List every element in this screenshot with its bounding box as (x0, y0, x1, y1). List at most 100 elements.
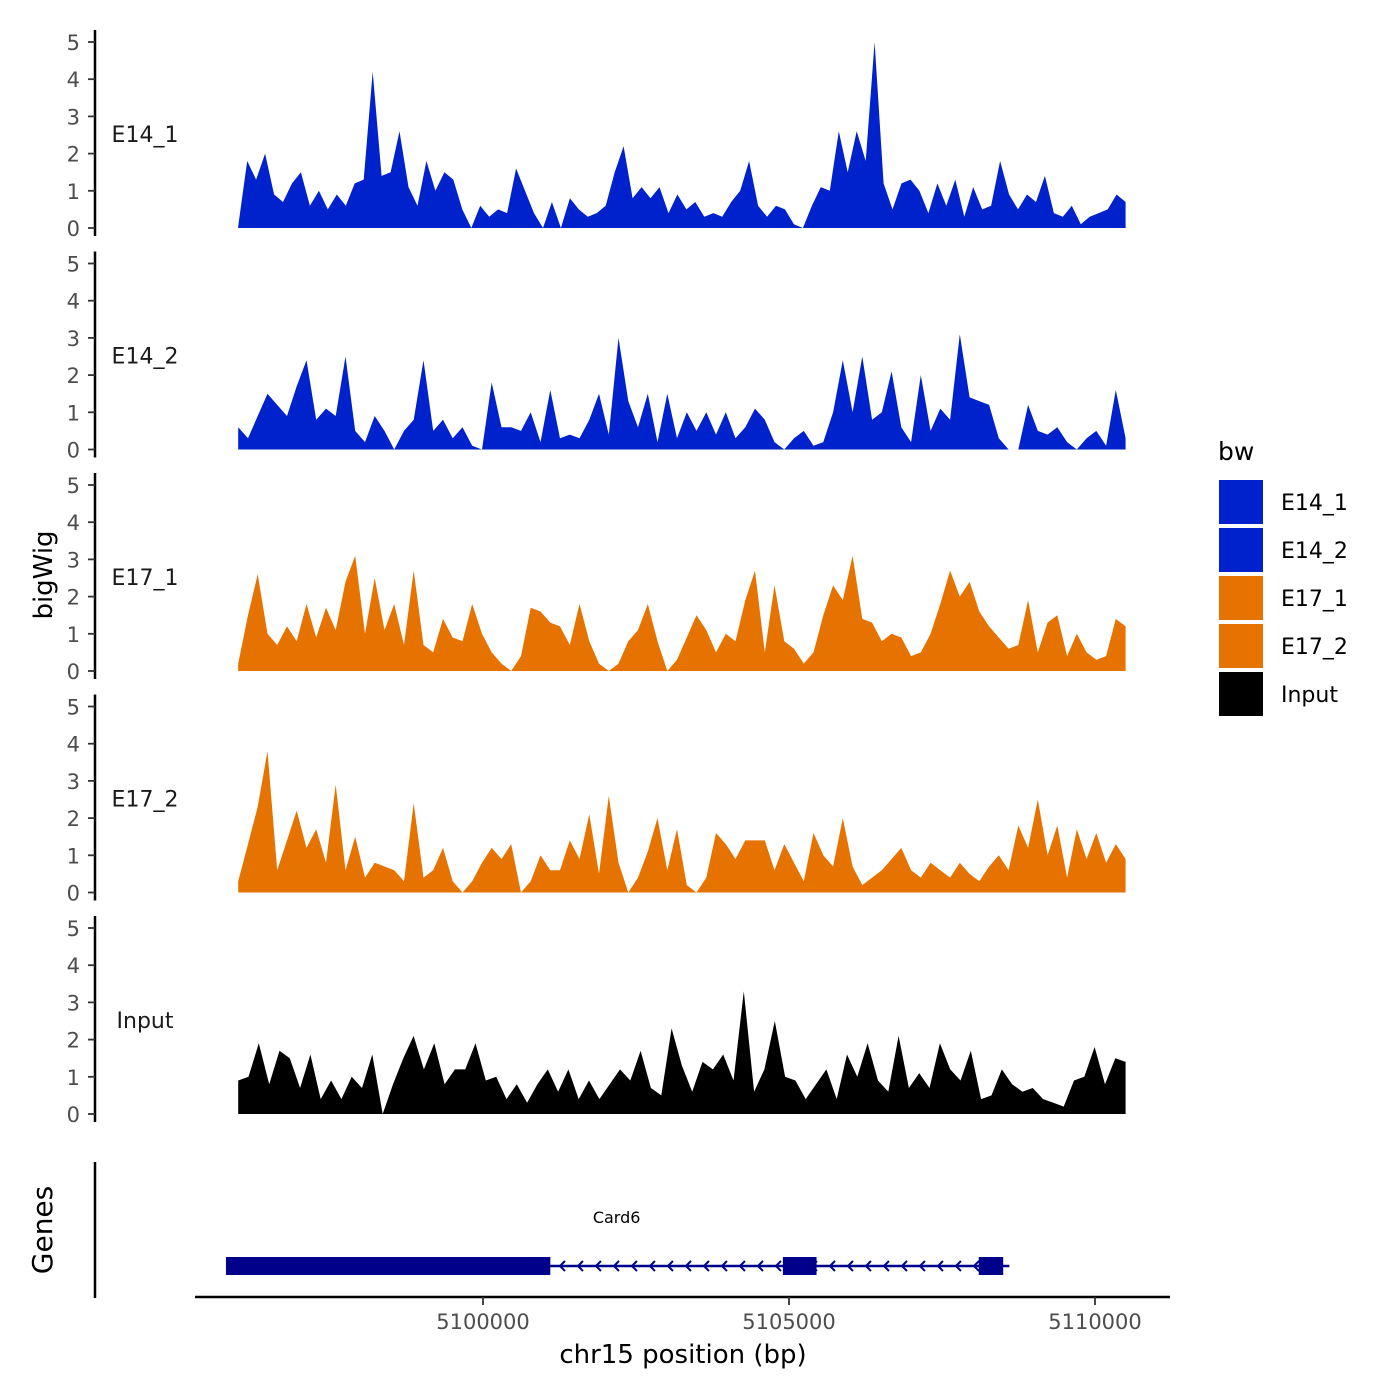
genes-panel: Genes Card6 (26, 1162, 1010, 1298)
y-tick-label: 3 (67, 105, 80, 129)
gene-strand-chevron (828, 1260, 836, 1272)
legend-title: bw (1218, 437, 1254, 466)
legend-item-E14_2: E14_2 (1219, 528, 1348, 572)
gene-strand-chevron (612, 1260, 620, 1272)
track-Input: 0 1 2 3 4 5 Input (67, 916, 1126, 1127)
legend-items: E14_1 E14_2 E17_1 E17_2 Input (1219, 480, 1348, 716)
y-tick-label: 1 (67, 623, 80, 647)
track-area-Input (238, 991, 1126, 1114)
y-tick-label: 0 (67, 882, 80, 906)
track-area-E14_2 (238, 334, 1126, 450)
gene-strand-chevron (738, 1260, 746, 1272)
gene-label: Card6 (593, 1208, 641, 1227)
gene-strand-chevron (666, 1260, 674, 1272)
gene-strand-chevron (864, 1260, 872, 1272)
y-tick-label: 4 (67, 511, 80, 535)
x-tick-label: 5100000 (436, 1310, 530, 1334)
y-tick-label: 0 (67, 217, 80, 241)
track-area-E14_1 (238, 42, 1126, 228)
y-tick-label: 4 (67, 290, 80, 314)
x-axis-ticks: 5100000 5105000 5110000 (436, 1297, 1142, 1334)
legend-label: E14_2 (1281, 539, 1348, 564)
signal-tracks: 0 1 2 3 4 5 E14_1 0 1 2 3 4 5 E14_2 0 1 2 3 4 5 E17_1 0 1 2 3 4 5 E… (67, 30, 1126, 1127)
y-tick-label: 0 (67, 1103, 80, 1127)
y-tick-label: 5 (67, 31, 80, 55)
x-axis: 5100000 5105000 5110000 chr15 position (bp… (195, 1295, 1170, 1370)
gene-strand-chevron (720, 1260, 728, 1272)
y-tick-label: 3 (67, 991, 80, 1015)
track-label-Input: Input (117, 1009, 174, 1034)
gene-models: Card6 (225, 1208, 1010, 1275)
legend-label: E17_2 (1281, 635, 1348, 660)
x-tick-label: 5110000 (1048, 1310, 1142, 1334)
legend-swatch (1219, 576, 1263, 620)
legend-item-E17_2: E17_2 (1219, 624, 1348, 668)
legend-swatch (1219, 624, 1263, 668)
y-tick-label: 3 (67, 770, 80, 794)
x-tick-label: 5105000 (742, 1310, 836, 1334)
y-tick-label: 2 (67, 143, 80, 167)
y-tick-label: 2 (67, 1029, 80, 1053)
gene-strand-chevron (558, 1260, 566, 1272)
legend-swatch (1219, 672, 1263, 716)
genes-axis-label: Genes (26, 1186, 59, 1274)
gene-Card6: Card6 (225, 1208, 1010, 1275)
gene-strand-chevron (576, 1260, 584, 1272)
track-E17_2: 0 1 2 3 4 5 E17_2 (67, 694, 1126, 906)
gene-strand-chevron (936, 1260, 944, 1272)
y-tick-label: 3 (67, 327, 80, 351)
track-E14_1: 0 1 2 3 4 5 E14_1 (67, 30, 1126, 241)
y-tick-label: 4 (67, 68, 80, 92)
gene-strand-chevron (630, 1260, 638, 1272)
gene-exon (782, 1257, 817, 1275)
legend-swatch (1219, 480, 1263, 524)
gene-strand-chevron (954, 1260, 962, 1272)
y-tick-label: 1 (67, 844, 80, 868)
gene-strand-chevron (918, 1260, 926, 1272)
y-tick-label: 3 (67, 548, 80, 572)
track-area-E17_1 (238, 555, 1126, 671)
y-tick-label: 5 (67, 696, 80, 720)
gene-strand-chevron (594, 1260, 602, 1272)
y-tick-label: 5 (67, 474, 80, 498)
y-tick-label: 2 (67, 586, 80, 610)
gene-strand-chevron (702, 1260, 710, 1272)
y-tick-label: 1 (67, 180, 80, 204)
gene-strand-chevron (846, 1260, 854, 1272)
track-E14_2: 0 1 2 3 4 5 E14_2 (67, 251, 1126, 463)
y-tick-label: 2 (67, 364, 80, 388)
gene-strand-chevron (774, 1260, 782, 1272)
legend-label: E14_1 (1281, 491, 1348, 516)
track-label-E14_2: E14_2 (112, 345, 179, 370)
legend-item-E14_1: E14_1 (1219, 480, 1348, 524)
legend-label: E17_1 (1281, 587, 1348, 612)
gene-strand-chevron (900, 1260, 908, 1272)
x-axis-label: chr15 position (bp) (559, 1340, 806, 1370)
track-label-E17_1: E17_1 (112, 566, 179, 591)
y-tick-label: 0 (67, 660, 80, 684)
y-tick-label: 0 (67, 439, 80, 463)
gene-strand-chevron (972, 1260, 980, 1272)
track-E17_1: 0 1 2 3 4 5 E17_1 (67, 473, 1126, 684)
legend-item-Input: Input (1219, 672, 1338, 716)
y-tick-label: 4 (67, 733, 80, 757)
track-area-E17_2 (238, 751, 1126, 893)
track-label-E17_2: E17_2 (112, 788, 179, 813)
y-axis-label: bigWig (29, 530, 59, 619)
gene-strand-chevron (684, 1260, 692, 1272)
gene-strand-chevron (648, 1260, 656, 1272)
y-tick-label: 5 (67, 917, 80, 941)
legend-label: Input (1281, 683, 1338, 708)
legend: bw E14_1 E14_2 E17_1 E17_2 Input (1218, 437, 1348, 716)
y-tick-label: 5 (67, 253, 80, 277)
gene-exon (978, 1257, 1004, 1275)
gene-exon (225, 1257, 551, 1275)
legend-item-E17_1: E17_1 (1219, 576, 1348, 620)
y-tick-label: 1 (67, 1066, 80, 1090)
y-tick-label: 1 (67, 401, 80, 425)
gene-strand-chevron (756, 1260, 764, 1272)
gene-strand-chevron (882, 1260, 890, 1272)
y-tick-label: 2 (67, 807, 80, 831)
y-tick-label: 4 (67, 954, 80, 978)
